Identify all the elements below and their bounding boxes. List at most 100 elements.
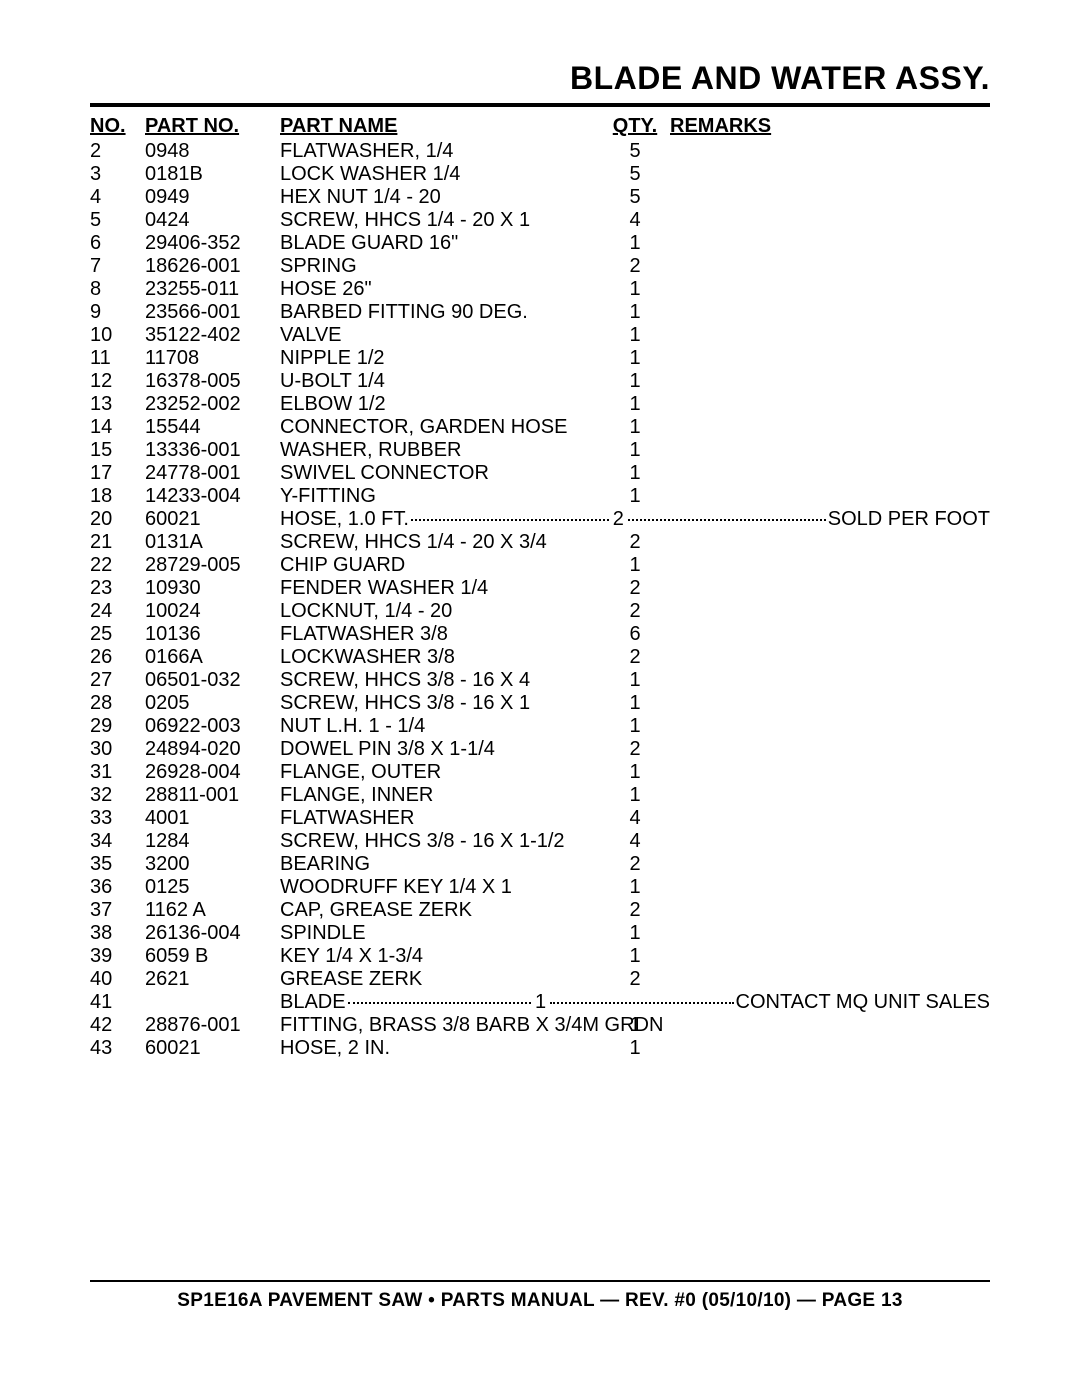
cell-no: 18 <box>90 485 145 508</box>
cell-remarks <box>670 347 990 370</box>
cell-qty: 1 <box>600 692 670 715</box>
cell-remarks <box>670 692 990 715</box>
cell-no: 40 <box>90 968 145 991</box>
cell-part-no: 1162 A <box>145 899 280 922</box>
cell-qty: 1 <box>600 416 670 439</box>
cell-no: 20 <box>90 508 145 531</box>
cell-no: 17 <box>90 462 145 485</box>
cell-qty: 1 <box>600 439 670 462</box>
cell-part-name: FLATWASHER 3/8 <box>280 623 600 646</box>
cell-part-no: 06501-032 <box>145 669 280 692</box>
footer-text: SP1E16A PAVEMENT SAW • PARTS MANUAL — RE… <box>90 1290 990 1312</box>
table-row: 2310930FENDER WASHER 1/42 <box>90 577 990 600</box>
table-row: 396059 BKEY 1/4 X 1-3/41 <box>90 945 990 968</box>
table-row: 4228876-001FITTING, BRASS 3/8 BARB X 3/4… <box>90 1014 990 1037</box>
cell-part-name: VALVE <box>280 324 600 347</box>
cell-remarks <box>670 301 990 324</box>
cell-no: 30 <box>90 738 145 761</box>
cell-qty: 1 <box>600 347 670 370</box>
cell-no: 11 <box>90 347 145 370</box>
cell-remarks <box>670 922 990 945</box>
cell-no: 34 <box>90 830 145 853</box>
table-row: 3024894-020DOWEL PIN 3/8 X 1-1/42 <box>90 738 990 761</box>
cell-part-name: SCREW, HHCS 3/8 - 16 X 1-1/2 <box>280 830 600 853</box>
cell-no: 41 <box>90 991 145 1014</box>
cell-part-no: 0948 <box>145 140 280 163</box>
cell-part-no: 2621 <box>145 968 280 991</box>
cell-part-no: 14233-004 <box>145 485 280 508</box>
cell-part-name: CAP, GREASE ZERK <box>280 899 600 922</box>
dot-leader <box>550 1002 733 1004</box>
table-row: 2906922-003NUT L.H. 1 - 1/41 <box>90 715 990 738</box>
cell-part-name: DOWEL PIN 3/8 X 1-1/4 <box>280 738 600 761</box>
table-row: 260166ALOCKWASHER 3/82 <box>90 646 990 669</box>
table-row: 1415544CONNECTOR, GARDEN HOSE1 <box>90 416 990 439</box>
cell-part-no: 60021 <box>145 1037 280 1060</box>
cell-no: 14 <box>90 416 145 439</box>
cell-part-name: FLATWASHER, 1/4 <box>280 140 600 163</box>
cell-qty: 1 <box>600 232 670 255</box>
cell-qty: 1 <box>600 876 670 899</box>
cell-remarks <box>670 646 990 669</box>
table-header-row: NO. PART NO. PART NAME QTY. REMARKS <box>90 115 990 140</box>
cell-remarks <box>670 761 990 784</box>
cell-part-name: LOCKWASHER 3/8 <box>280 646 600 669</box>
table-row: 50424SCREW, HHCS 1/4 - 20 X 14 <box>90 209 990 232</box>
cell-part-name: WASHER, RUBBER <box>280 439 600 462</box>
cell-part-name: SCREW, HHCS 3/8 - 16 X 1 <box>280 692 600 715</box>
cell-no: 25 <box>90 623 145 646</box>
table-row: 41BLADE1CONTACT MQ UNIT SALES <box>90 991 990 1014</box>
cell-part-no: 10136 <box>145 623 280 646</box>
cell-part-no: 15544 <box>145 416 280 439</box>
cell-qty: 2 <box>600 600 670 623</box>
cell-remarks <box>670 393 990 416</box>
cell-part-name: SPINDLE <box>280 922 600 945</box>
cell-part-name: LOCK WASHER 1/4 <box>280 163 600 186</box>
cell-part-name: FENDER WASHER 1/4 <box>280 577 600 600</box>
table-row: 718626-001SPRING2 <box>90 255 990 278</box>
cell-part-name: LOCKNUT, 1/4 - 20 <box>280 600 600 623</box>
table-row: 2706501-032SCREW, HHCS 3/8 - 16 X 41 <box>90 669 990 692</box>
cell-part-name: FLANGE, INNER <box>280 784 600 807</box>
cell-no: 9 <box>90 301 145 324</box>
cell-remarks <box>670 807 990 830</box>
col-header-remarks: REMARKS <box>670 115 990 140</box>
cell-qty: 5 <box>600 140 670 163</box>
cell-part-name: SPRING <box>280 255 600 278</box>
cell-remarks <box>670 255 990 278</box>
cell-qty: 2 <box>600 577 670 600</box>
cell-no: 27 <box>90 669 145 692</box>
cell-no: 43 <box>90 1037 145 1060</box>
cell-no: 10 <box>90 324 145 347</box>
dot-leader <box>348 1002 531 1004</box>
cell-qty: 2 <box>600 853 670 876</box>
cell-part-no: 0424 <box>145 209 280 232</box>
cell-no: 26 <box>90 646 145 669</box>
cell-no: 32 <box>90 784 145 807</box>
cell-remarks <box>670 945 990 968</box>
col-header-part: PART NO. <box>145 115 280 140</box>
table-row: 334001FLATWASHER4 <box>90 807 990 830</box>
cell-part-no: 28729-005 <box>145 554 280 577</box>
table-row: 40949HEX NUT 1/4 - 205 <box>90 186 990 209</box>
table-row: 353200BEARING2 <box>90 853 990 876</box>
dot-leader <box>628 519 826 521</box>
col-header-no: NO. <box>90 115 145 140</box>
cell-part-name: BARBED FITTING 90 DEG. <box>280 301 600 324</box>
cell-no: 39 <box>90 945 145 968</box>
cell-remarks <box>670 738 990 761</box>
table-row: 280205SCREW, HHCS 3/8 - 16 X 11 <box>90 692 990 715</box>
cell-part-no: 28876-001 <box>145 1014 280 1037</box>
table-row: 1513336-001WASHER, RUBBER1 <box>90 439 990 462</box>
cell-part-name: FITTING, BRASS 3/8 BARB X 3/4M GRDN <box>280 1014 600 1037</box>
cell-no: 35 <box>90 853 145 876</box>
cell-part-name: SWIVEL CONNECTOR <box>280 462 600 485</box>
part-remarks: SOLD PER FOOT <box>828 508 990 531</box>
table-row: 1111708NIPPLE 1/21 <box>90 347 990 370</box>
cell-remarks <box>670 830 990 853</box>
cell-no: 5 <box>90 209 145 232</box>
cell-part-no: 0131A <box>145 531 280 554</box>
cell-qty: 1 <box>600 485 670 508</box>
title-rule <box>90 103 990 107</box>
cell-remarks <box>670 899 990 922</box>
